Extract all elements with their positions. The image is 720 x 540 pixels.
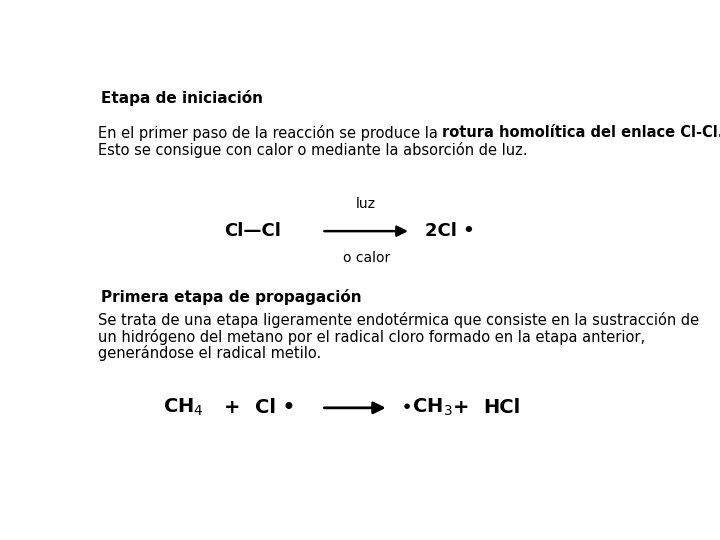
Text: Cl •: Cl •: [255, 399, 294, 417]
Text: $\bullet$CH$_3$: $\bullet$CH$_3$: [400, 397, 452, 418]
Text: 2Cl •: 2Cl •: [425, 222, 474, 240]
Text: luz: luz: [356, 197, 377, 211]
Text: CH$_4$: CH$_4$: [163, 397, 203, 418]
Text: un hidrógeno del metano por el radical cloro formado en la etapa anterior,: un hidrógeno del metano por el radical c…: [98, 329, 645, 345]
Text: En el primer paso de la reacción se produce la: En el primer paso de la reacción se prod…: [98, 125, 442, 141]
Text: +: +: [224, 399, 240, 417]
Text: Primera etapa de propagación: Primera etapa de propagación: [101, 289, 361, 305]
Text: Cl—Cl: Cl—Cl: [224, 222, 281, 240]
Text: rotura homolítica del enlace Cl-Cl.: rotura homolítica del enlace Cl-Cl.: [442, 125, 720, 140]
Text: generándose el radical metilo.: generándose el radical metilo.: [98, 346, 321, 361]
Text: +: +: [453, 399, 469, 417]
Text: HCl: HCl: [483, 399, 521, 417]
Text: Etapa de iniciación: Etapa de iniciación: [101, 90, 264, 106]
Text: Esto se consigue con calor o mediante la absorción de luz.: Esto se consigue con calor o mediante la…: [98, 141, 527, 158]
Text: o calor: o calor: [343, 251, 390, 265]
Text: Se trata de una etapa ligeramente endotérmica que consiste en la sustracción de: Se trata de una etapa ligeramente endoté…: [98, 312, 699, 328]
